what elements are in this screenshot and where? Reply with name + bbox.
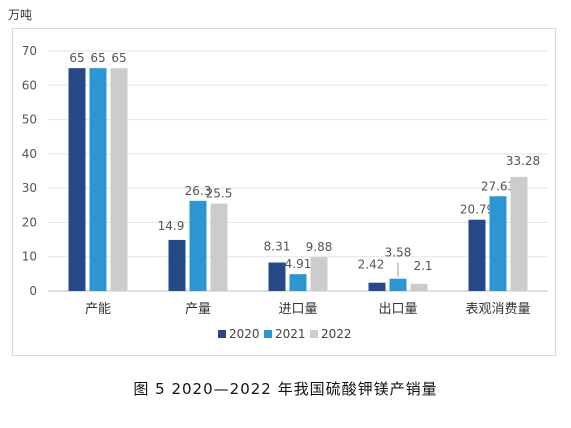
x-tick-label: 进口量 <box>278 302 317 317</box>
bar <box>210 203 228 291</box>
bar <box>310 257 328 291</box>
data-label: 20.79 <box>460 203 494 217</box>
bar <box>110 68 128 292</box>
data-label: 25.5 <box>206 187 233 201</box>
bar <box>368 282 386 291</box>
y-tick-label: 30 <box>22 181 37 195</box>
bar <box>468 219 486 291</box>
bar <box>268 262 286 291</box>
chart-frame <box>12 28 556 356</box>
legend-swatch <box>264 330 272 338</box>
legend-swatch <box>310 330 318 338</box>
legend-swatch <box>218 330 226 338</box>
data-label: 33.28 <box>506 154 540 168</box>
figure-caption: 图 5 2020—2022 年我国硫酸钾镁产销量 <box>133 380 438 398</box>
y-tick-label: 60 <box>22 78 37 92</box>
y-tick-label: 0 <box>29 284 37 298</box>
bar <box>189 200 207 291</box>
data-label: 4.91 <box>285 257 312 271</box>
bar <box>510 176 528 291</box>
bar <box>68 68 86 292</box>
data-label: 3.58 <box>385 246 412 260</box>
data-label: 65 <box>69 51 84 65</box>
y-tick-label: 20 <box>22 215 37 229</box>
x-tick-label: 产能 <box>85 302 111 317</box>
bar <box>389 278 407 291</box>
data-label: 27.63 <box>481 179 515 193</box>
bar <box>168 239 186 291</box>
y-tick-label: 10 <box>22 250 37 264</box>
x-tick-label: 产量 <box>185 302 211 317</box>
data-label: 2.1 <box>413 259 432 273</box>
x-tick-label: 出口量 <box>378 302 417 317</box>
data-label: 65 <box>111 51 126 65</box>
bar <box>410 283 428 291</box>
data-label: 9.88 <box>306 240 333 254</box>
x-tick-label: 表观消费量 <box>465 302 530 317</box>
y-tick-label: 40 <box>22 147 37 161</box>
data-label: 8.31 <box>264 240 291 254</box>
legend-label: 2020 <box>229 327 260 341</box>
bar <box>89 68 107 292</box>
data-label: 26.3 <box>185 184 212 198</box>
y-tick-label: 70 <box>22 44 37 58</box>
legend-label: 2022 <box>321 327 352 341</box>
bar <box>289 274 307 291</box>
data-label: 65 <box>90 51 105 65</box>
y-tick-label: 50 <box>22 113 37 127</box>
data-label: 2.42 <box>358 258 385 272</box>
data-label: 14.9 <box>158 219 185 233</box>
bar <box>489 196 507 291</box>
y-axis-unit-label: 万吨 <box>8 8 33 22</box>
legend-label: 2021 <box>275 327 306 341</box>
